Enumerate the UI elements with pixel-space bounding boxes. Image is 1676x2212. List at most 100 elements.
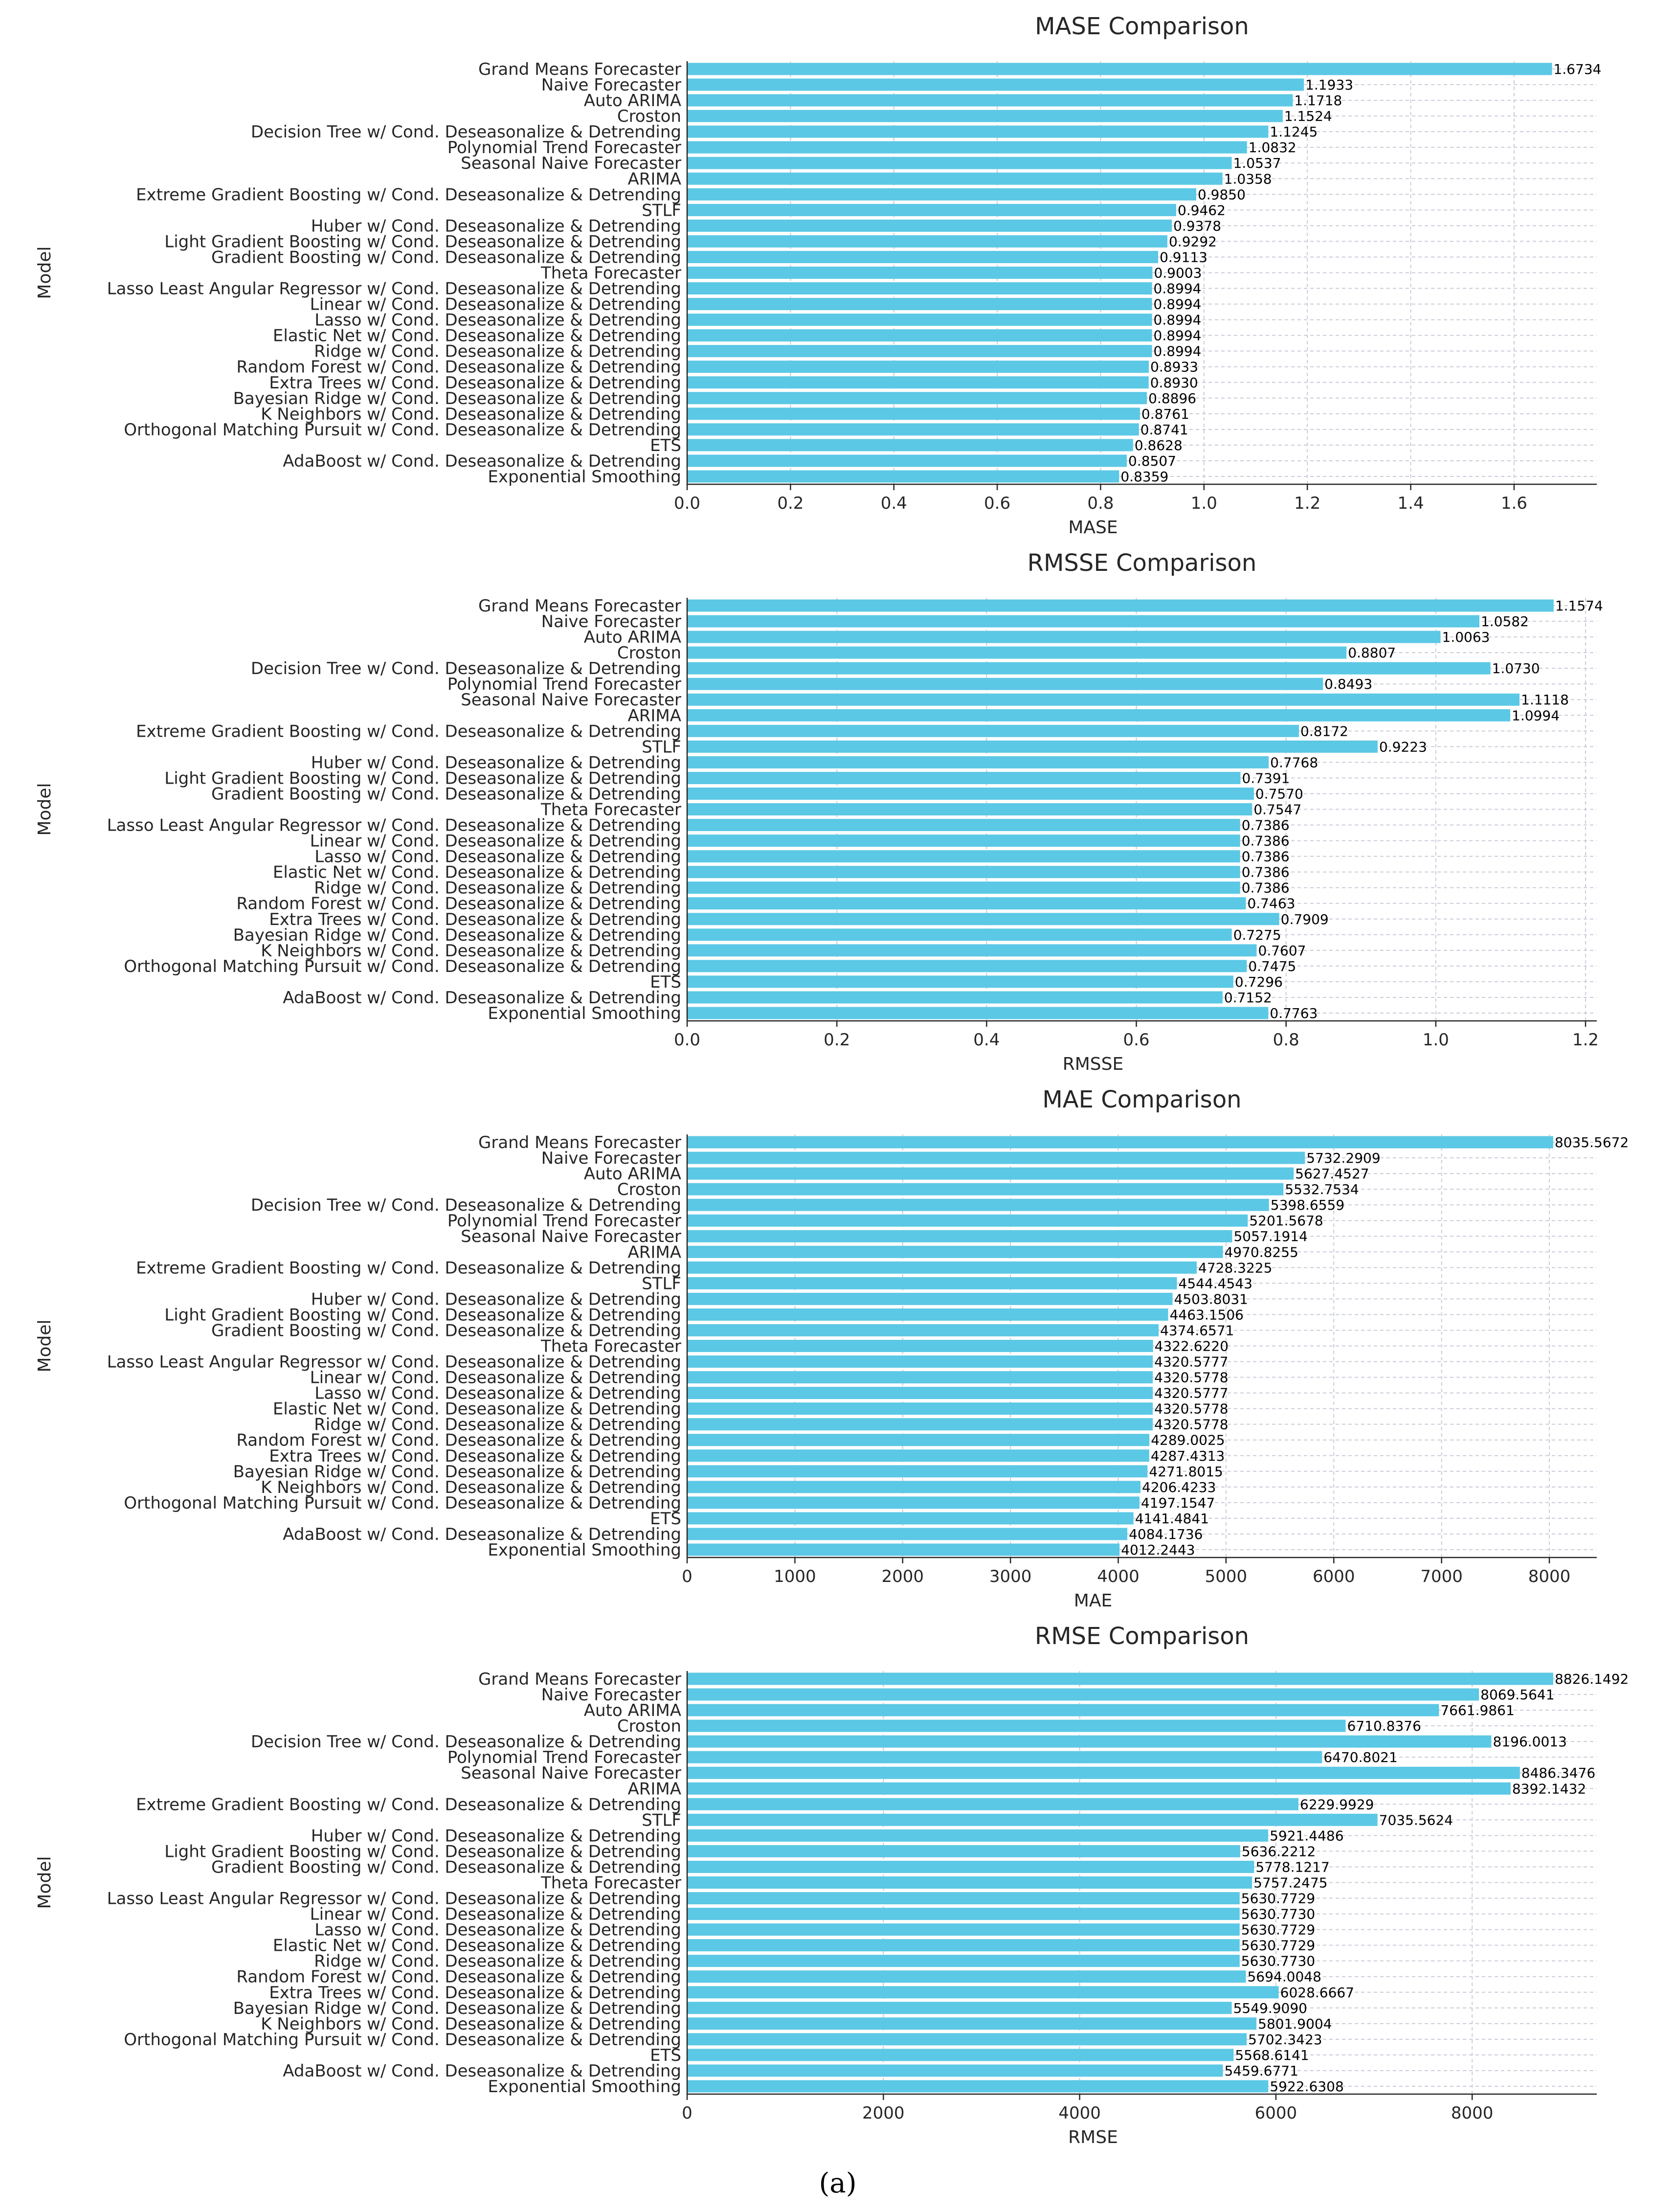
- bar: [687, 662, 1491, 675]
- data-label: 5702.3423: [1248, 2031, 1322, 2048]
- x-tick-label: 2000: [862, 2103, 905, 2123]
- data-label: 5630.7730: [1241, 1953, 1315, 1969]
- data-label: 5732.2909: [1306, 1150, 1380, 1166]
- bar: [687, 615, 1479, 628]
- x-tick-label: 1.0: [1423, 1030, 1449, 1050]
- bar: [687, 1261, 1197, 1274]
- bar: [687, 314, 1152, 326]
- bar: [687, 866, 1240, 879]
- category-label: Ridge w/ Cond. Deseasonalize & Detrendin…: [314, 342, 681, 361]
- data-label: 0.7909: [1281, 911, 1329, 927]
- x-tick-label: 4000: [1058, 2103, 1101, 2123]
- x-tick-label: 3000: [989, 1567, 1032, 1586]
- x-tick-label: 1.6: [1501, 494, 1527, 513]
- category-label: Naive Forecaster: [541, 75, 681, 95]
- data-label: 8486.3476: [1521, 1765, 1595, 1781]
- data-label: 0.9378: [1173, 218, 1221, 234]
- category-label: ETS: [650, 972, 681, 992]
- x-axis-label: RMSE: [1068, 2127, 1118, 2147]
- bar: [687, 944, 1257, 957]
- bar: [687, 1465, 1148, 1478]
- data-label: 5549.9090: [1233, 2000, 1307, 2016]
- category-label: Orthogonal Matching Pursuit w/ Cond. Des…: [124, 420, 681, 440]
- bar: [687, 439, 1133, 451]
- x-tick-label: 1.4: [1398, 494, 1424, 513]
- category-label: Polynomial Trend Forecaster: [447, 675, 681, 694]
- data-label: 5630.7729: [1241, 1938, 1315, 1954]
- bar: [687, 157, 1232, 169]
- bar: [687, 63, 1552, 75]
- data-label: 4289.0025: [1151, 1432, 1225, 1448]
- category-label: Auto ARIMA: [584, 628, 681, 647]
- data-label: 0.7391: [1242, 770, 1290, 786]
- data-label: 1.0063: [1442, 629, 1490, 645]
- x-tick-label: 1.2: [1294, 494, 1320, 513]
- data-label: 5630.7729: [1241, 1922, 1315, 1938]
- chart-title: MASE Comparison: [1035, 13, 1249, 40]
- x-tick-label: 0.2: [777, 494, 804, 513]
- category-label: Exponential Smoothing: [488, 1004, 681, 1023]
- bar: [687, 203, 1176, 216]
- data-label: 7661.9861: [1440, 1702, 1514, 1718]
- x-tick-label: 0.6: [1123, 1030, 1149, 1050]
- category-label: Elastic Net w/ Cond. Deseasonalize & Det…: [273, 326, 681, 346]
- bar: [687, 454, 1127, 467]
- bar: [687, 881, 1240, 894]
- bar: [687, 361, 1149, 373]
- category-label: Croston: [617, 643, 681, 663]
- data-label: 4320.5778: [1154, 1401, 1228, 1417]
- category-label: STLF: [642, 737, 681, 757]
- category-label: Bayesian Ridge w/ Cond. Deseasonalize & …: [233, 1462, 681, 1482]
- x-tick-label: 8000: [1451, 2103, 1494, 2123]
- bar: [687, 172, 1223, 185]
- category-label: Light Gradient Boosting w/ Cond. Deseaso…: [164, 1305, 681, 1325]
- chart-title: RMSE Comparison: [1035, 1623, 1249, 1650]
- bar: [687, 78, 1304, 91]
- data-label: 5630.7730: [1241, 1906, 1315, 1922]
- bar: [687, 1829, 1269, 1842]
- bar: [687, 1766, 1520, 1779]
- data-label: 5694.0048: [1247, 1969, 1321, 1985]
- data-label: 5636.2212: [1242, 1843, 1316, 1859]
- y-axis-label: Model: [35, 1856, 55, 1909]
- bar: [687, 819, 1240, 832]
- category-label: Seasonal Naive Forecaster: [461, 1227, 681, 1246]
- bar: [687, 1688, 1479, 1701]
- data-label: 1.1524: [1284, 108, 1332, 124]
- bar: [687, 724, 1299, 737]
- category-label: Elastic Net w/ Cond. Deseasonalize & Det…: [273, 1399, 681, 1419]
- category-label: ARIMA: [627, 1242, 681, 1262]
- data-label: 0.7275: [1233, 927, 1281, 943]
- data-label: 0.7152: [1224, 990, 1272, 1006]
- data-label: 0.8994: [1154, 328, 1202, 344]
- category-label: Random Forest w/ Cond. Deseasonalize & D…: [236, 1967, 681, 1987]
- bar: [687, 141, 1247, 154]
- category-label: Light Gradient Boosting w/ Cond. Deseaso…: [164, 768, 681, 788]
- data-label: 0.7475: [1248, 958, 1296, 974]
- data-label: 0.7386: [1242, 880, 1290, 896]
- data-label: 4141.4841: [1135, 1511, 1209, 1527]
- category-label: Lasso Least Angular Regressor w/ Cond. D…: [107, 1889, 681, 1909]
- data-label: 1.1574: [1555, 598, 1603, 614]
- category-label: Grand Means Forecaster: [478, 1670, 681, 1689]
- bar: [687, 1151, 1305, 1164]
- chart-panel-1: MASE Comparison 0.0 0.2 0.4 0.6 0.8 1.0 1.2 1.4 1…: [35, 13, 1601, 538]
- x-tick-label: 0: [682, 2103, 693, 2123]
- x-axis-label: MAE: [1074, 1591, 1112, 1611]
- data-label: 4206.4233: [1142, 1479, 1216, 1495]
- data-label: 1.1718: [1294, 92, 1342, 109]
- category-label: Extreme Gradient Boosting w/ Cond. Desea…: [136, 1795, 681, 1814]
- bar: [687, 1970, 1246, 1983]
- charts-group: MASE Comparison 0.0 0.2 0.4 0.6 0.8 1.0 1.2 1.4 1…: [35, 13, 1629, 2147]
- bar: [687, 1908, 1240, 1920]
- bar: [687, 835, 1240, 847]
- bar: [687, 1418, 1153, 1431]
- data-label: 5921.4486: [1270, 1828, 1343, 1844]
- category-label: Random Forest w/ Cond. Deseasonalize & D…: [236, 894, 681, 914]
- bar: [687, 2080, 1269, 2093]
- data-label: 0.7763: [1270, 1005, 1318, 1021]
- category-label: Lasso w/ Cond. Deseasonalize & Detrendin…: [314, 311, 681, 330]
- category-label: Naive Forecaster: [541, 1149, 681, 1168]
- bar: [687, 771, 1241, 784]
- bar: [687, 1230, 1232, 1242]
